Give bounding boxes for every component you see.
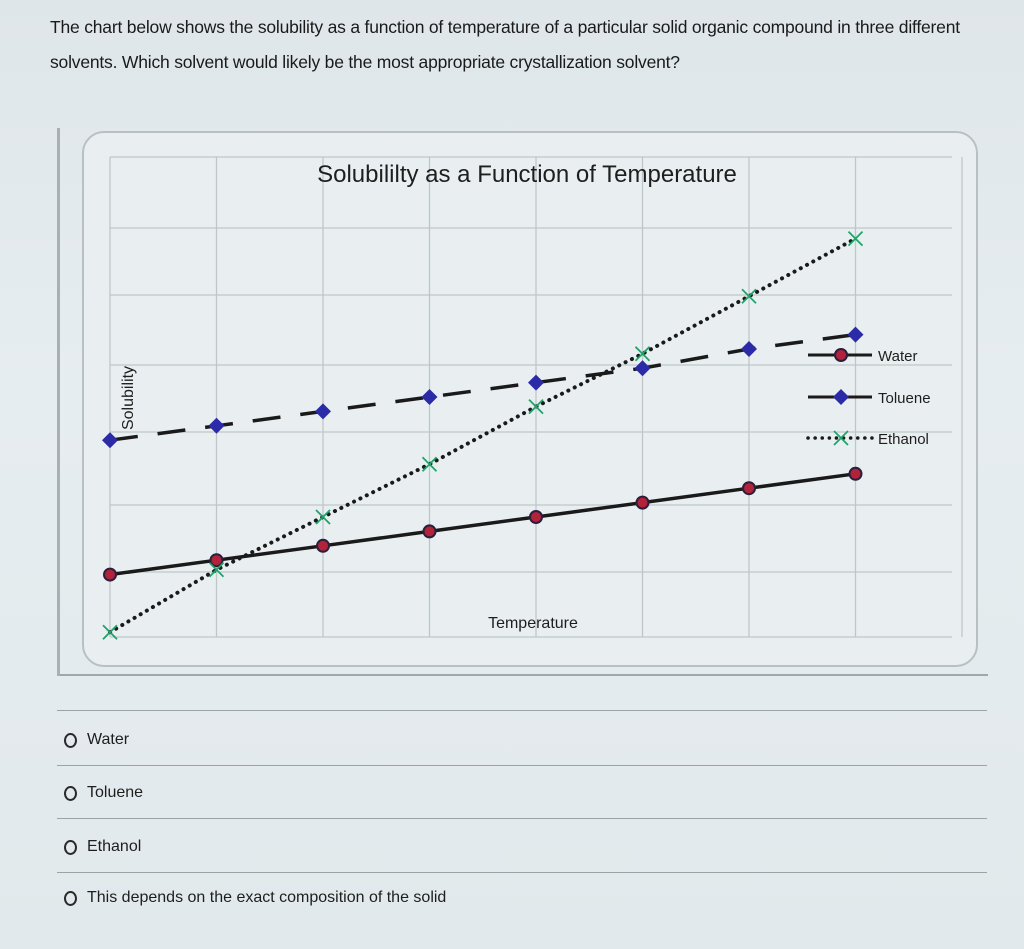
x-axis-label: Temperature — [488, 615, 578, 632]
chart-series — [102, 230, 864, 640]
options-divider — [57, 765, 987, 766]
option-ethanol[interactable]: Ethanol — [64, 838, 141, 856]
legend-label: Water — [878, 348, 917, 365]
legend-label: Ethanol — [878, 431, 929, 448]
option-label: Ethanol — [87, 838, 142, 855]
y-axis-label: Solubility — [120, 366, 137, 430]
option-label: Water — [87, 731, 130, 748]
options-divider — [57, 872, 987, 873]
legend-label: Toluene — [878, 390, 931, 407]
radio-ethanol[interactable] — [64, 839, 77, 855]
chart-bottom-divider — [60, 674, 988, 676]
chart-title: Solubililty as a Function of Temperature — [317, 161, 737, 188]
chart-card — [82, 131, 978, 667]
legend-item-water: Water — [808, 348, 917, 365]
option-depends[interactable]: This depends on the exact composition of… — [64, 889, 446, 907]
radio-toluene[interactable] — [64, 785, 77, 801]
options-divider — [57, 818, 987, 819]
legend-item-toluene: Toluene — [808, 389, 931, 407]
option-label: Toluene — [87, 784, 144, 801]
radio-water[interactable] — [64, 732, 77, 748]
option-toluene[interactable]: Toluene — [64, 784, 143, 802]
option-label: This depends on the exact composition of… — [87, 889, 447, 906]
radio-depends[interactable] — [64, 890, 77, 906]
legend-item-ethanol: Ethanol — [806, 430, 929, 448]
series-ethanol — [102, 230, 864, 640]
solubility-chart: Solubililty as a Function of Temperature… — [102, 156, 963, 640]
option-water[interactable]: Water — [64, 731, 129, 749]
question-text: The chart below shows the solubility as … — [50, 17, 960, 72]
chart-legend: Water Toluene Ethanol — [806, 348, 931, 448]
series-water — [103, 466, 863, 582]
options-divider — [57, 710, 987, 711]
left-divider — [57, 128, 60, 676]
series-toluene — [102, 326, 864, 449]
